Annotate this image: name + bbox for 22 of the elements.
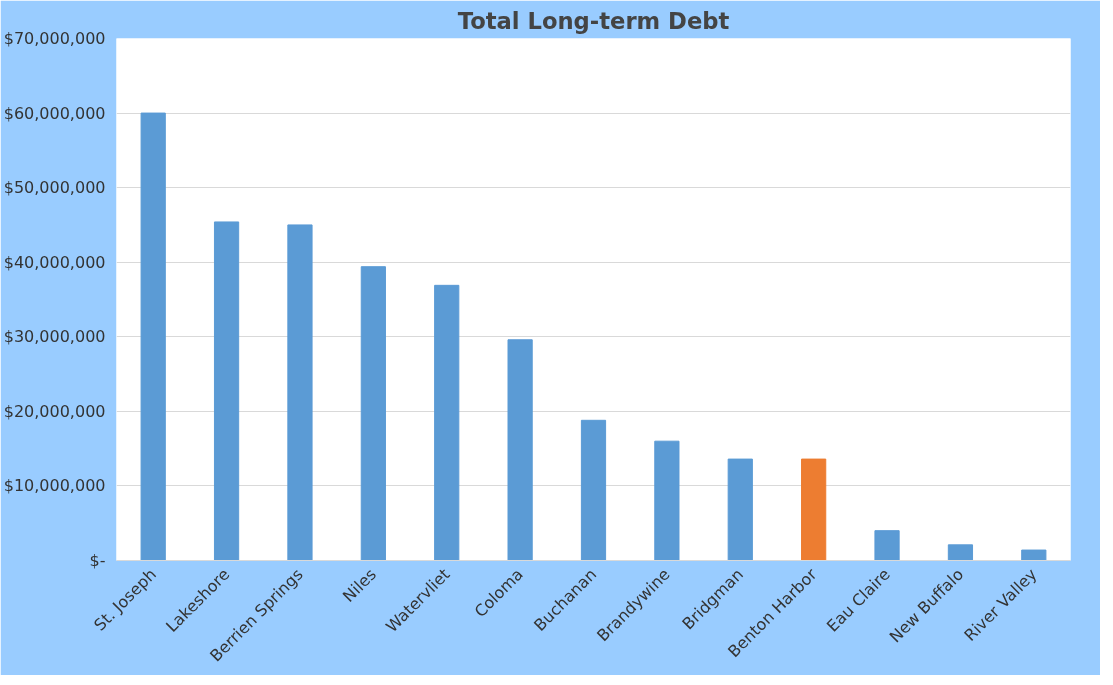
bar bbox=[434, 284, 460, 561]
bar bbox=[213, 221, 240, 561]
y-tick-label: $- bbox=[89, 551, 106, 570]
chart-title: Total Long-term Debt bbox=[457, 7, 730, 34]
bar bbox=[654, 440, 680, 561]
y-tick-label: $40,000,000 bbox=[3, 252, 106, 272]
y-tick-label: $50,000,000 bbox=[3, 178, 106, 198]
y-tick-label: $60,000,000 bbox=[3, 103, 106, 123]
bar bbox=[727, 458, 753, 561]
bar bbox=[507, 339, 533, 561]
bar bbox=[140, 112, 166, 561]
bar bbox=[360, 266, 386, 561]
bar bbox=[874, 530, 900, 561]
y-tick-label: $30,000,000 bbox=[3, 327, 106, 347]
y-tick-label: $70,000,000 bbox=[3, 29, 106, 48]
y-tick-label: $20,000,000 bbox=[3, 401, 106, 421]
bar bbox=[947, 544, 974, 561]
bar bbox=[287, 224, 313, 561]
bar bbox=[580, 419, 607, 561]
y-tick-label: $10,000,000 bbox=[3, 476, 106, 496]
bar bbox=[801, 458, 827, 561]
bar bbox=[1021, 549, 1047, 561]
